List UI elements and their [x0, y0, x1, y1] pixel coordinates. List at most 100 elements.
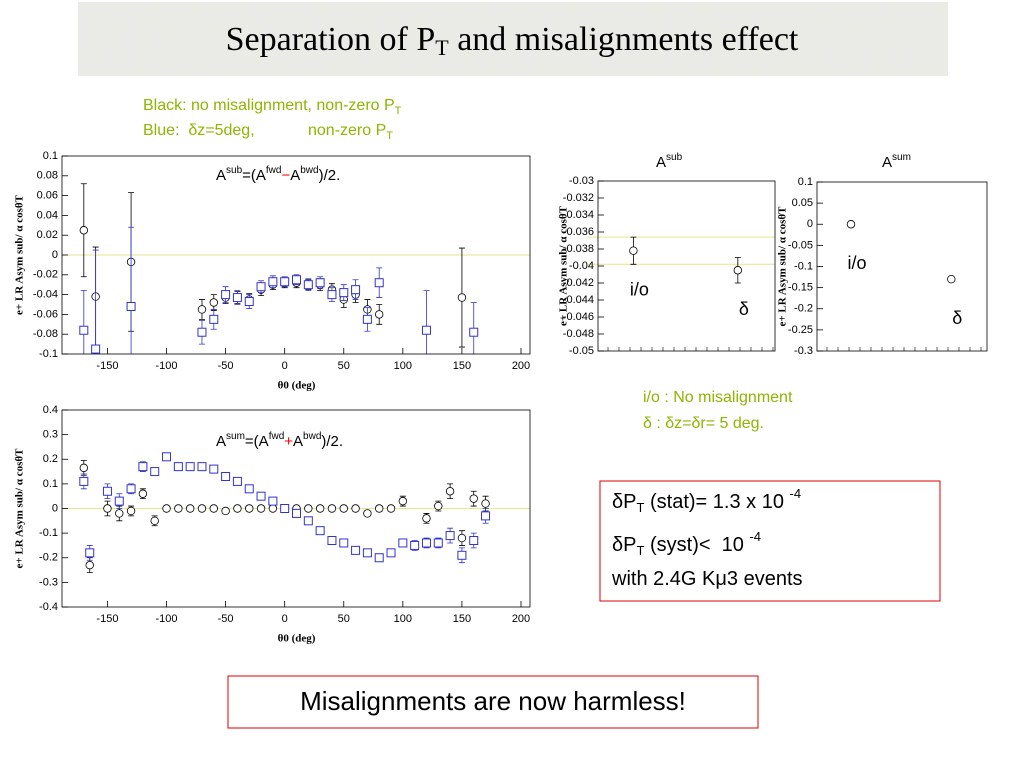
category-label: i/o — [630, 279, 649, 299]
y-axis-label: e+ LR Asym sub/ α cosθT — [777, 206, 789, 327]
data-point — [445, 531, 455, 541]
data-point — [351, 285, 361, 295]
y-tick-label: -0.04 — [33, 289, 58, 301]
y-tick-label: 0.04 — [37, 209, 58, 221]
data-point — [232, 293, 242, 303]
data-point — [339, 288, 349, 298]
x-tick-label: 150 — [453, 613, 471, 625]
data-point — [398, 496, 408, 506]
y-tick-label: 0.4 — [43, 404, 58, 416]
slide-title: Separation of PT and misalignments effec… — [226, 21, 799, 60]
y-tick-label: -0.1 — [39, 527, 58, 539]
data-point — [434, 501, 443, 511]
y-tick-label: 0.1 — [798, 176, 813, 188]
x-tick-label: -50 — [218, 613, 234, 625]
data-point — [363, 509, 372, 518]
data-point — [221, 290, 231, 300]
y-axis-label: e+ LR Asym sub/ α cosθT — [558, 205, 570, 326]
data-point — [304, 504, 313, 513]
y-tick-label: 0 — [52, 502, 58, 514]
y-tick-label: -0.042 — [563, 277, 594, 289]
data-point — [433, 538, 443, 548]
y-tick-label: -0.05 — [788, 239, 813, 251]
x-tick-label: 0 — [282, 613, 288, 625]
data-point — [209, 314, 219, 324]
data-point — [469, 327, 479, 337]
x-tick-label: 50 — [338, 360, 350, 372]
data-point — [256, 282, 266, 292]
data-point — [102, 486, 112, 496]
x-tick-label: 150 — [453, 360, 471, 372]
data-point — [221, 471, 231, 481]
data-point — [421, 325, 431, 335]
data-point — [292, 275, 301, 285]
data-point — [386, 504, 396, 513]
y-tick-label: -0.4 — [39, 601, 58, 613]
data-point — [209, 504, 218, 513]
data-point — [339, 538, 349, 548]
y-tick-label: -0.03 — [569, 175, 594, 187]
data-point — [162, 452, 172, 462]
y-tick-label: -0.08 — [33, 328, 58, 340]
data-point — [457, 293, 467, 302]
x-tick-label: -150 — [96, 613, 118, 625]
data-point — [79, 463, 89, 473]
data-point — [268, 277, 278, 287]
data-point — [947, 274, 956, 284]
data-point — [339, 504, 348, 513]
data-point — [232, 476, 242, 486]
y-tick-label: -0.05 — [569, 345, 594, 357]
x-tick-label: 100 — [394, 613, 412, 625]
data-point — [150, 516, 159, 526]
data-point — [173, 462, 183, 472]
data-point — [410, 540, 420, 550]
data-point — [268, 496, 278, 506]
y-tick-label: -0.02 — [33, 269, 58, 281]
data-point — [197, 504, 207, 513]
data-point — [481, 511, 491, 521]
data-point — [457, 550, 467, 560]
data-point — [303, 516, 313, 526]
chart-annotation: Asub=(Afwd−Abwd)/2. — [216, 165, 340, 184]
data-point — [398, 538, 408, 548]
data-point — [292, 508, 301, 518]
data-point — [138, 462, 148, 472]
data-point — [197, 462, 207, 472]
plot-frame — [597, 180, 776, 352]
y-tick-label: 0.06 — [37, 190, 58, 202]
data-point — [733, 266, 743, 275]
y-tick-label: -0.1 — [794, 260, 813, 272]
data-point — [327, 504, 337, 513]
y-tick-label: 0 — [52, 249, 58, 261]
x-tick-label: -100 — [156, 613, 178, 625]
data-point — [362, 548, 372, 558]
x-tick-label: 100 — [394, 360, 412, 372]
data-point — [315, 504, 325, 513]
data-point — [846, 220, 856, 229]
plot — [588, 236, 775, 284]
x-tick-label: 0 — [282, 360, 288, 372]
y-tick-label: -0.034 — [563, 209, 594, 221]
y-tick-label: -0.3 — [39, 576, 58, 588]
chart-annotation: Asum=(Afwd+Abwd)/2. — [216, 431, 343, 450]
data-point — [245, 504, 254, 513]
data-point — [126, 506, 136, 516]
result-line: δPT (stat)= 1.3 x 10 -4 — [612, 486, 801, 515]
data-point — [103, 504, 112, 513]
data-point — [315, 526, 325, 536]
conclusion: Misalignments are now harmless! — [300, 686, 686, 716]
data-point — [209, 298, 218, 307]
data-point — [256, 504, 266, 513]
data-point — [375, 504, 384, 513]
data-point — [244, 297, 254, 307]
conclusion-box — [227, 675, 759, 729]
x-axis-label: θ0 (deg) — [278, 380, 316, 392]
result-line: with 2.4G Kμ3 events — [611, 568, 803, 590]
data-point — [374, 278, 384, 288]
data-point — [422, 514, 431, 523]
data-point — [280, 504, 290, 513]
data-point — [126, 301, 136, 311]
result-line: δPT (syst)< 10 -4 — [612, 529, 761, 558]
y-tick-label: -0.15 — [788, 282, 813, 294]
y-tick-label: -0.046 — [563, 311, 594, 323]
